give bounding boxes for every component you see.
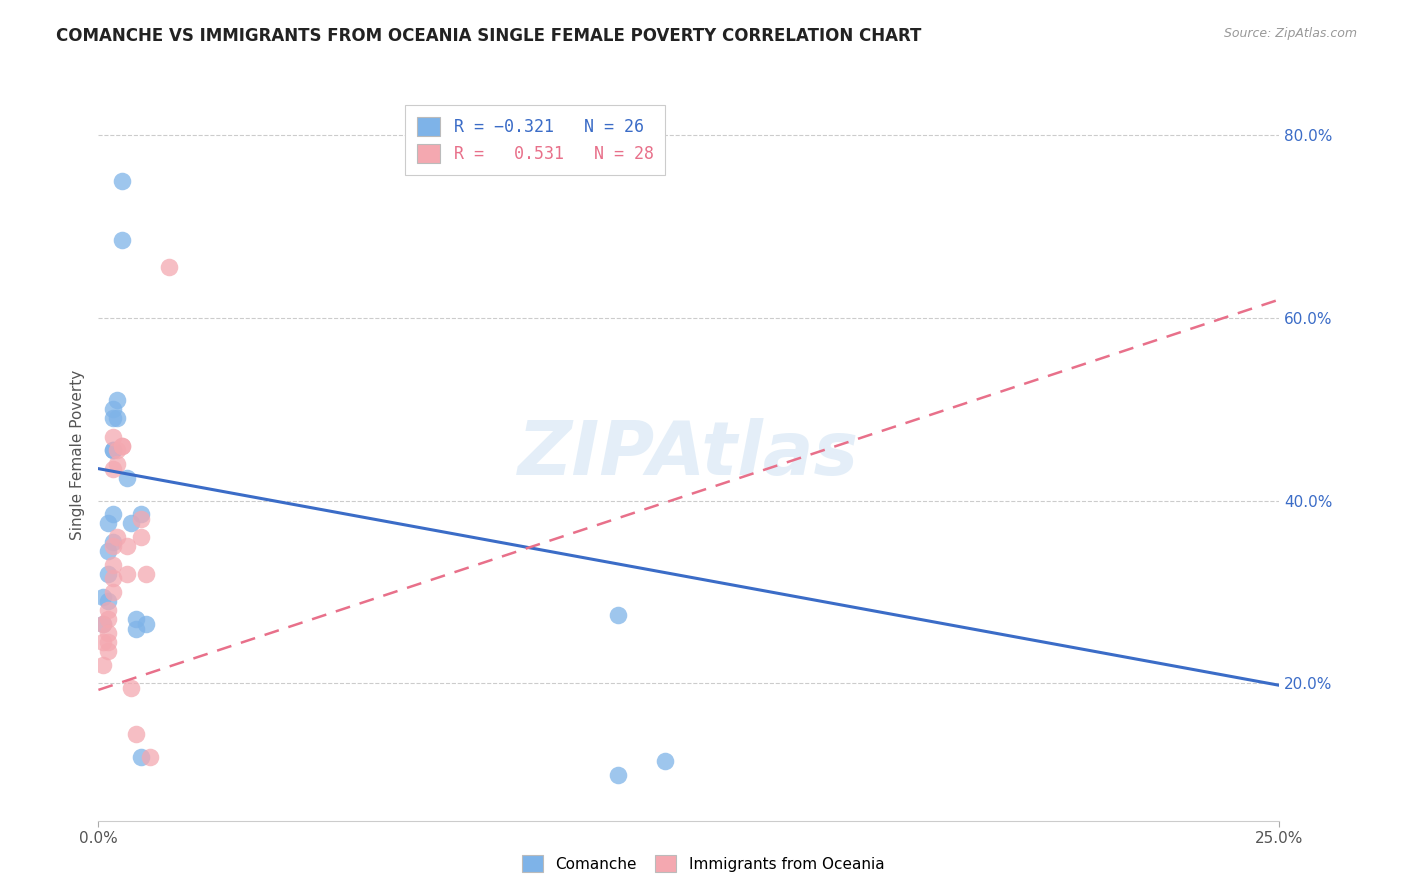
Point (101, 585, 124, 599)
Point (101, 402, 124, 417)
Point (115, 539, 138, 553)
Point (91, 635, 114, 649)
Point (101, 443, 124, 458)
Point (91, 617, 114, 632)
Point (125, 612, 148, 626)
Point (121, 516, 143, 531)
Point (125, 727, 148, 741)
Point (105, 457, 128, 471)
Point (129, 530, 152, 544)
Point (121, 681, 143, 695)
Point (129, 749, 152, 764)
Point (101, 539, 124, 553)
Point (101, 558, 124, 572)
Point (115, 566, 138, 581)
Point (105, 411, 128, 425)
Point (97, 544, 120, 558)
Point (111, 233, 134, 247)
Point (101, 430, 124, 444)
Point (139, 749, 162, 764)
Legend: Comanche, Immigrants from Oceania: Comanche, Immigrants from Oceania (515, 847, 891, 880)
Text: Source: ZipAtlas.com: Source: ZipAtlas.com (1223, 27, 1357, 40)
Point (135, 566, 157, 581)
Point (97, 603, 120, 617)
Point (135, 617, 157, 632)
Point (97, 626, 120, 640)
Point (129, 512, 152, 526)
Point (105, 530, 128, 544)
Point (97, 635, 120, 649)
Text: COMANCHE VS IMMIGRANTS FROM OCEANIA SINGLE FEMALE POVERTY CORRELATION CHART: COMANCHE VS IMMIGRANTS FROM OCEANIA SING… (56, 27, 921, 45)
Point (111, 173, 134, 188)
Legend: R = −0.321   N = 26, R =   0.531   N = 28: R = −0.321 N = 26, R = 0.531 N = 28 (405, 105, 665, 175)
Point (654, 754, 676, 768)
Point (157, 260, 180, 275)
Point (125, 622, 148, 636)
Text: ZIPAtlas: ZIPAtlas (519, 418, 859, 491)
Point (105, 443, 128, 458)
Point (111, 439, 134, 453)
Point (97, 612, 120, 626)
Point (91, 590, 114, 604)
Point (111, 439, 134, 453)
Point (97, 566, 120, 581)
Point (115, 471, 138, 485)
Y-axis label: Single Female Poverty: Single Female Poverty (69, 370, 84, 540)
Point (97, 594, 120, 608)
Point (97, 516, 120, 531)
Point (105, 392, 128, 407)
Point (101, 534, 124, 549)
Point (607, 768, 630, 782)
Point (101, 443, 124, 458)
Point (97, 644, 120, 658)
Point (101, 461, 124, 475)
Point (607, 607, 630, 622)
Point (91, 617, 114, 632)
Point (129, 508, 152, 522)
Point (101, 571, 124, 585)
Point (101, 411, 124, 425)
Point (101, 508, 124, 522)
Point (91, 658, 114, 673)
